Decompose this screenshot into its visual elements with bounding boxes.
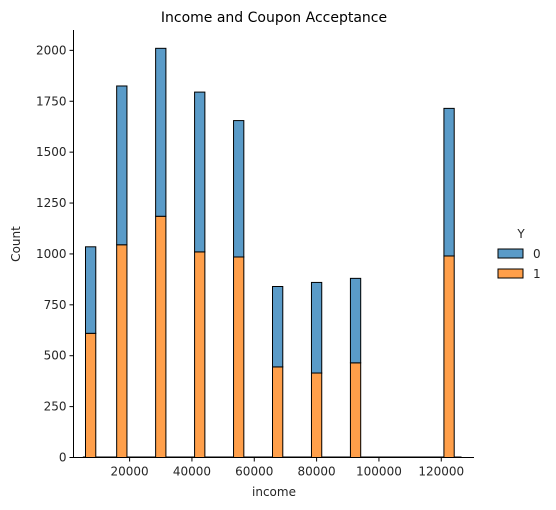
x-axis-title: income	[252, 485, 296, 499]
x-ticks: 20000 40000 60000 80000 100000 120000	[111, 457, 464, 479]
bar-y1-3	[194, 251, 206, 458]
x-tick-label: 60000	[235, 465, 273, 479]
bar-y0-1	[116, 85, 128, 246]
x-tick-label: 80000	[298, 465, 336, 479]
bar-y1-2	[155, 215, 167, 458]
bar-y1-0	[84, 332, 97, 459]
bar-y0-5	[272, 286, 284, 368]
legend-swatch-0	[497, 248, 524, 259]
legend: Y 01	[497, 227, 541, 281]
bar-y1-1	[116, 244, 128, 458]
bar-y0-6	[310, 281, 323, 374]
x-tick-label: 40000	[173, 465, 211, 479]
chart-title: Income and Coupon Acceptance	[161, 10, 387, 26]
bar-y0-0	[84, 246, 97, 334]
legend-label-1: 1	[533, 267, 541, 281]
y-tick-label: 0	[59, 451, 67, 465]
legend-title: Y	[516, 227, 525, 241]
bar-y0-8	[443, 107, 455, 257]
bar-y0-7	[349, 277, 362, 364]
bar-y1-4	[233, 256, 245, 458]
bar-y0-2	[155, 47, 167, 217]
y-tick-label: 500	[44, 349, 67, 363]
y-tick-label: 250	[44, 400, 67, 414]
x-tick-label: 120000	[418, 465, 464, 479]
y-tick-label: 750	[44, 298, 67, 312]
legend-label-0: 0	[533, 247, 541, 261]
legend-swatch-1	[497, 268, 524, 279]
bar-y1-7	[349, 362, 362, 459]
y-axis-title: Count	[9, 226, 23, 262]
x-tick-label: 20000	[111, 465, 149, 479]
y-tick-label: 1250	[36, 196, 67, 210]
y-tick-label: 2000	[36, 43, 67, 57]
bar-y1-6	[310, 372, 323, 458]
y-tick-label: 1750	[36, 94, 67, 108]
x-tick-label: 100000	[356, 465, 402, 479]
bar-y0-3	[194, 91, 206, 253]
bar-y1-8	[443, 255, 455, 458]
y-tick-label: 1000	[36, 247, 67, 261]
bar-y0-4	[233, 120, 245, 258]
y-ticks: 0 250 500 750 1000 1250 1500 1750 2000	[36, 43, 74, 465]
legend-items: 01	[497, 247, 541, 281]
y-tick-label: 1500	[36, 145, 67, 159]
bar-y1-5	[272, 366, 284, 458]
plot-area	[82, 47, 462, 459]
